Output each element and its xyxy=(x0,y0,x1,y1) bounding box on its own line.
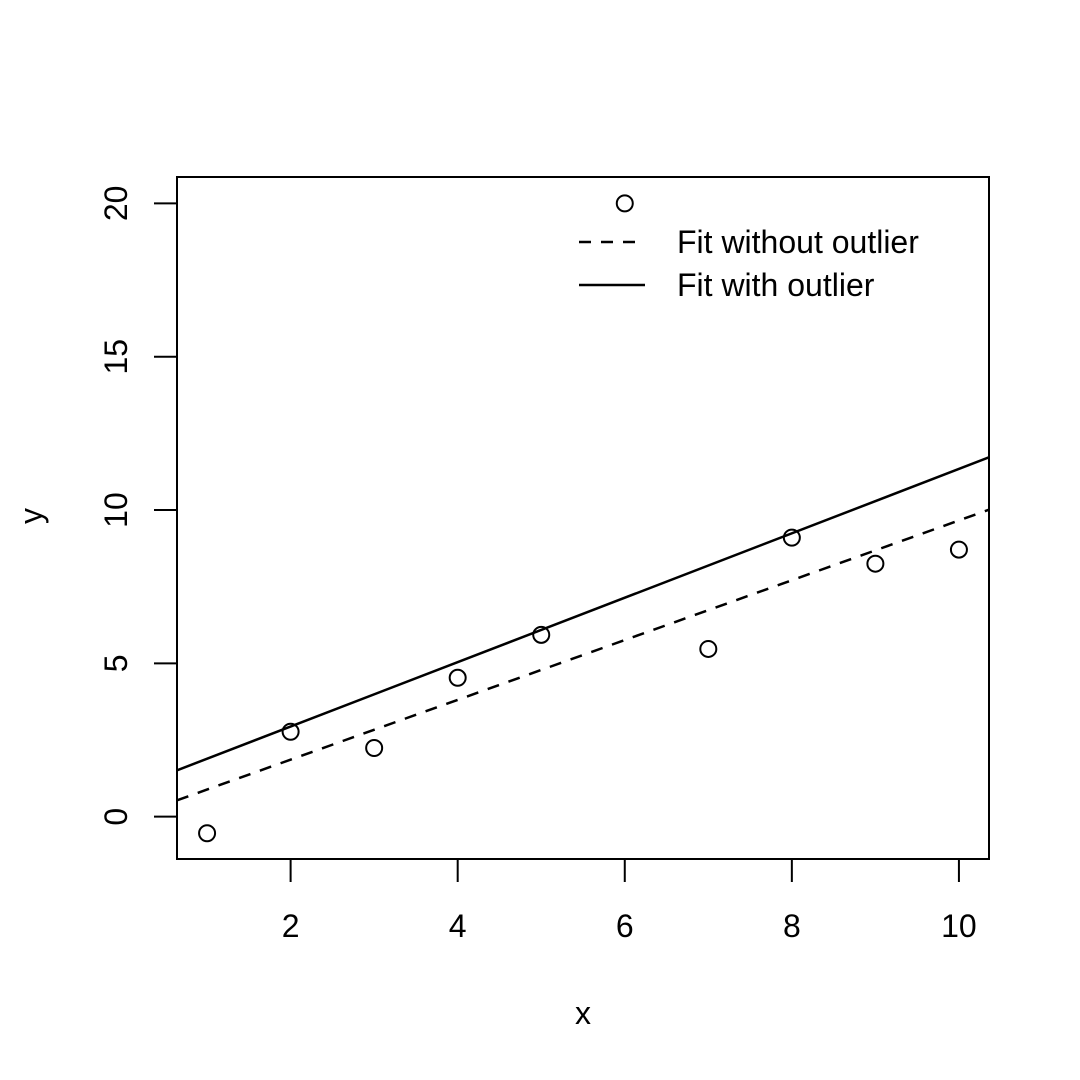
data-point xyxy=(448,668,467,687)
x-tick-label: 4 xyxy=(449,908,467,944)
y-axis: 0 5 10 15 20 xyxy=(98,186,178,826)
data-point xyxy=(615,194,634,213)
data-point xyxy=(782,528,801,547)
fit-lines xyxy=(177,456,989,802)
legend: Fit without outlier Fit with outlier xyxy=(579,224,919,303)
data-point xyxy=(198,824,217,843)
data-point xyxy=(949,540,968,559)
fit-line-2 xyxy=(177,456,989,772)
x-tick-label: 8 xyxy=(783,908,801,944)
x-tick-label: 2 xyxy=(282,908,300,944)
data-points xyxy=(198,194,968,843)
x-tick-label: 6 xyxy=(616,908,634,944)
y-tick-label: 20 xyxy=(98,186,134,222)
data-point xyxy=(532,625,551,644)
fit-line-1 xyxy=(177,508,989,802)
data-point xyxy=(365,738,384,757)
y-tick-label: 15 xyxy=(98,339,134,375)
data-point xyxy=(699,639,718,658)
y-tick-label: 5 xyxy=(98,654,134,672)
x-axis: 2 4 6 8 10 xyxy=(282,858,977,944)
data-point xyxy=(281,722,300,741)
data-point xyxy=(866,554,885,573)
y-tick-label: 10 xyxy=(98,492,134,528)
y-axis-label: y xyxy=(13,508,49,524)
legend-label: Fit with outlier xyxy=(677,267,875,303)
legend-label: Fit without outlier xyxy=(677,224,919,260)
y-tick-label: 0 xyxy=(98,808,134,826)
x-axis-label: x xyxy=(575,995,591,1031)
x-tick-label: 10 xyxy=(941,908,977,944)
